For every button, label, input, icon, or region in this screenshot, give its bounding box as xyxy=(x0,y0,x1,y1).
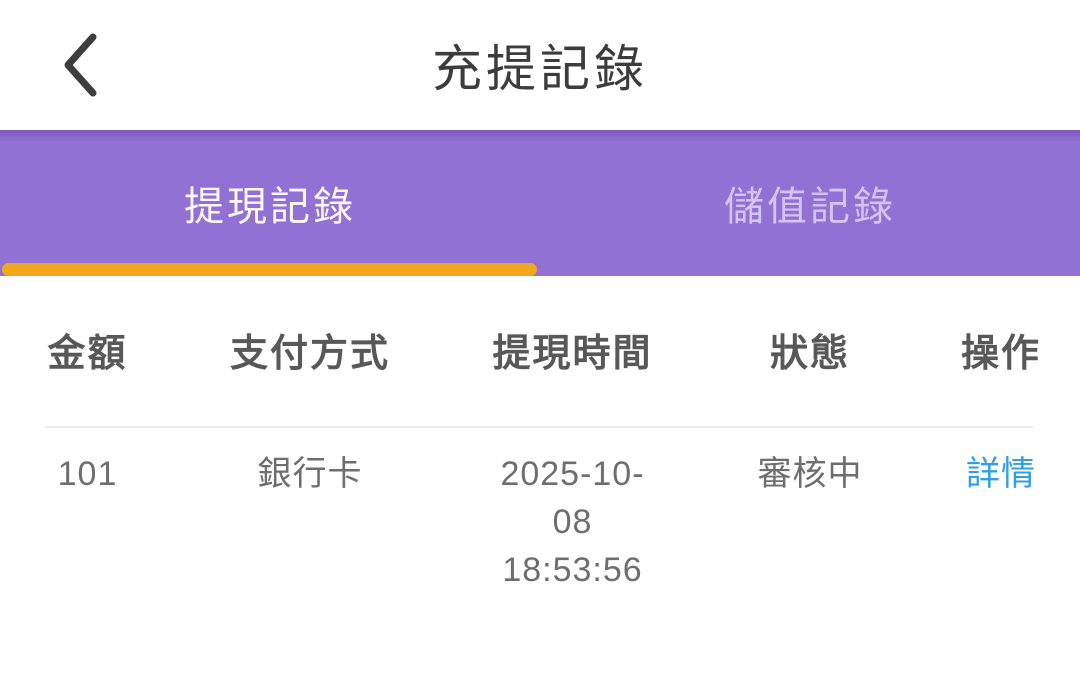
column-header-payment-method: 支付方式 xyxy=(229,332,390,375)
row-detail-link[interactable]: 詳情 xyxy=(966,455,1036,493)
column-header-status: 狀態 xyxy=(769,332,850,375)
table-row: 101 銀行卡 2025-10-08 18:53:56 審核中 詳情 xyxy=(0,450,1080,594)
column-header-withdraw-time: 提現時間 xyxy=(492,332,653,375)
row-withdraw-time: 18:53:56 xyxy=(502,551,643,589)
tab-deposit-records[interactable]: 儲值記錄 xyxy=(540,130,1080,276)
back-button[interactable] xyxy=(44,15,116,115)
column-header-action: 操作 xyxy=(960,332,1041,375)
row-withdraw-date: 2025-10-08 xyxy=(500,455,645,541)
app-header: 充提記錄 xyxy=(0,0,1080,130)
active-tab-indicator xyxy=(2,263,537,276)
chevron-left-icon xyxy=(60,32,100,98)
column-header-amount: 金額 xyxy=(47,332,128,375)
page-title: 充提記錄 xyxy=(432,41,648,97)
tab-bar: 提現記錄 儲值記錄 xyxy=(0,130,1080,276)
withdraw-records-table: 金額 支付方式 提現時間 狀態 操作 101 銀行卡 2025-10-08 18… xyxy=(0,320,1080,594)
row-payment-method: 銀行卡 xyxy=(257,455,363,493)
header-divider xyxy=(45,426,1033,428)
tab-withdraw-records[interactable]: 提現記錄 xyxy=(0,130,540,276)
tab-withdraw-records-label: 提現記錄 xyxy=(184,185,356,229)
table-header-row: 金額 支付方式 提現時間 狀態 操作 xyxy=(0,320,1080,378)
row-withdraw-datetime: 2025-10-08 18:53:56 xyxy=(485,450,660,594)
row-amount: 101 xyxy=(57,455,118,493)
tab-deposit-records-label: 儲值記錄 xyxy=(724,185,896,229)
row-status: 審核中 xyxy=(757,455,863,493)
